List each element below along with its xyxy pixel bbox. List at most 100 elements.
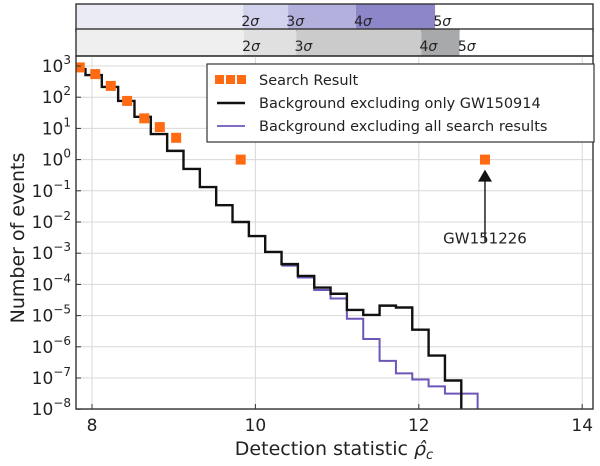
- y-tick-label: 10−2: [32, 209, 71, 233]
- y-tick-base: 10: [32, 244, 54, 264]
- search-result-point: [171, 132, 182, 143]
- y-tick-exponent: −5: [53, 303, 71, 317]
- y-tick-exponent: −4: [53, 271, 71, 285]
- band-label-sigma: σ: [467, 39, 477, 55]
- band-label-sigma: σ: [250, 14, 260, 30]
- band-label-number: 3: [286, 14, 295, 30]
- band-segment: [243, 29, 297, 56]
- y-tick-exponent: −3: [53, 240, 71, 254]
- band-label-sigma: σ: [442, 14, 452, 30]
- legend-marker-square: [226, 75, 235, 84]
- band-label: 2σ: [241, 14, 260, 30]
- y-tick-label: 10−3: [32, 240, 71, 264]
- y-tick-exponent: −8: [53, 396, 71, 410]
- y-tick-label: 100: [42, 147, 71, 171]
- y-tick-exponent: −2: [53, 209, 71, 223]
- band-segment: [421, 29, 460, 56]
- band-label-number: 5: [458, 39, 467, 55]
- x-tick-label: 12: [408, 416, 430, 436]
- search-result-point: [105, 80, 116, 91]
- y-tick-base: 10: [32, 338, 54, 358]
- y-tick-base: 10: [42, 57, 64, 77]
- search-result-point: [76, 62, 85, 73]
- band-segment: [288, 4, 356, 31]
- step-line-background-excluding-all-search-results: [281, 264, 479, 409]
- band-segment: [76, 4, 244, 31]
- y-tick-base: 10: [32, 369, 54, 389]
- y-tick-base: 10: [32, 182, 54, 202]
- annotation: GW151226: [443, 169, 527, 248]
- band-label-sigma: σ: [303, 39, 313, 55]
- band-label: 4σ: [419, 39, 438, 55]
- annotation-arrow-head: [477, 169, 492, 182]
- y-tick-base: 10: [42, 151, 64, 171]
- search-result-point: [235, 154, 246, 165]
- y-tick-exponent: −1: [53, 178, 71, 192]
- y-tick-label: 10−7: [32, 365, 71, 389]
- legend-entry-label: Search Result: [259, 73, 359, 89]
- band-label-sigma: σ: [295, 14, 305, 30]
- y-tick-exponent: −6: [53, 334, 71, 348]
- band-label-number: 4: [419, 39, 428, 55]
- y-tick-base: 10: [32, 213, 54, 233]
- band-segment: [296, 29, 422, 56]
- search-result-point: [90, 69, 101, 80]
- x-tick-label: 8: [87, 416, 98, 436]
- band-label-sigma: σ: [251, 39, 261, 55]
- band-segment: [435, 4, 593, 31]
- band-label-number: 2: [241, 14, 250, 30]
- y-tick-label: 10−8: [32, 396, 71, 420]
- search-result-point: [122, 95, 133, 106]
- legend-entry-label: Background excluding all search results: [259, 119, 547, 135]
- y-tick-label: 10−1: [32, 178, 71, 202]
- band-label-number: 2: [242, 39, 251, 55]
- legend-marker-square: [215, 75, 224, 84]
- y-tick-exponent: −7: [53, 365, 71, 379]
- legend-entry-label: Background excluding only GW150914: [259, 96, 541, 112]
- y-tick-label: 102: [42, 84, 71, 108]
- search-result-point: [139, 113, 150, 124]
- band-label-number: 4: [354, 14, 363, 30]
- y-tick-label: 10−6: [32, 334, 71, 358]
- y-tick-base: 10: [32, 275, 54, 295]
- band-label: 3σ: [294, 39, 313, 55]
- y-tick-label: 101: [42, 115, 71, 139]
- search-result-point: [479, 154, 490, 165]
- x-axis-subscript: c: [426, 448, 433, 462]
- band-label: 4σ: [354, 14, 373, 30]
- y-tick-exponent: 1: [63, 115, 71, 129]
- legend-marker-square: [237, 75, 246, 84]
- band-label: 2σ: [242, 39, 261, 55]
- series-layer: [76, 62, 490, 409]
- band-segment: [355, 4, 436, 31]
- annotation-label: GW151226: [443, 230, 527, 248]
- band-label: 3σ: [286, 14, 305, 30]
- legend: Search Result Background excluding only G…: [206, 63, 595, 143]
- y-tick-exponent: 3: [63, 53, 71, 67]
- y-tick-base: 10: [32, 400, 54, 420]
- y-tick-base: 10: [42, 119, 64, 139]
- band-label-number: 5: [433, 14, 442, 30]
- x-tick-label: 10: [245, 416, 267, 436]
- band-segment: [76, 29, 244, 56]
- x-axis-symbol: ρ̂: [414, 438, 427, 460]
- plot-frame: [75, 55, 594, 410]
- band-label-sigma: σ: [363, 14, 373, 30]
- y-tick-exponent: 0: [63, 147, 71, 161]
- search-result-point: [154, 122, 165, 133]
- band-label: 5σ: [458, 39, 477, 55]
- y-tick-label: 103: [42, 53, 71, 77]
- y-tick-label: 10−5: [32, 303, 71, 327]
- axis-ticks: 8 10 12 1410310210110010−110−210−310−410−51…: [32, 53, 593, 436]
- band-label: 5σ: [433, 14, 452, 30]
- band-label-number: 3: [294, 39, 303, 55]
- band-label-sigma: σ: [428, 39, 438, 55]
- y-tick-exponent: 2: [63, 84, 71, 98]
- legend-box: [206, 63, 595, 143]
- x-tick-label: 14: [571, 416, 593, 436]
- band-segment: [459, 29, 593, 56]
- band-segment: [243, 4, 289, 31]
- y-tick-base: 10: [32, 307, 54, 327]
